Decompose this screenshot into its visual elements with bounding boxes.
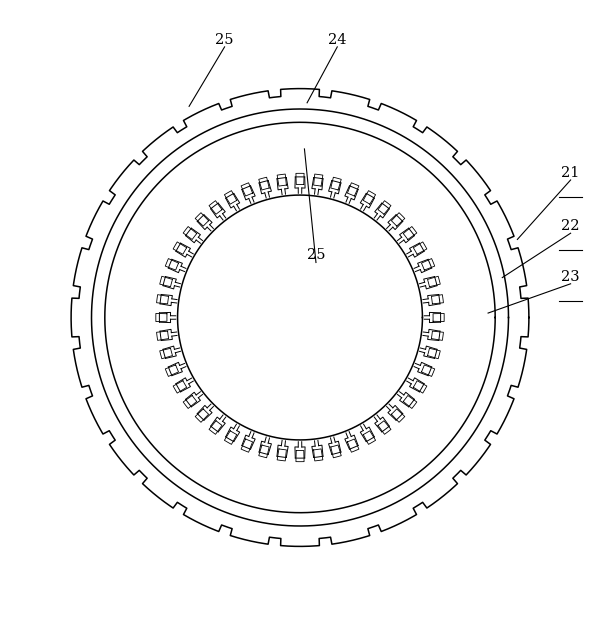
Text: 23: 23 <box>561 270 580 284</box>
Text: 22: 22 <box>562 219 580 233</box>
Text: 24: 24 <box>328 33 347 47</box>
Text: 21: 21 <box>562 166 580 180</box>
Text: 25: 25 <box>307 248 325 262</box>
Text: 25: 25 <box>215 33 234 47</box>
